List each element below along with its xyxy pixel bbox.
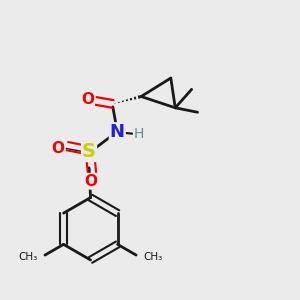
Text: S: S (82, 142, 96, 161)
Text: CH₃: CH₃ (143, 252, 163, 262)
Text: O: O (51, 141, 64, 156)
Text: O: O (84, 174, 97, 189)
Text: N: N (110, 123, 125, 141)
Text: CH₃: CH₃ (18, 252, 38, 262)
Text: O: O (81, 92, 94, 107)
Text: H: H (134, 127, 144, 141)
